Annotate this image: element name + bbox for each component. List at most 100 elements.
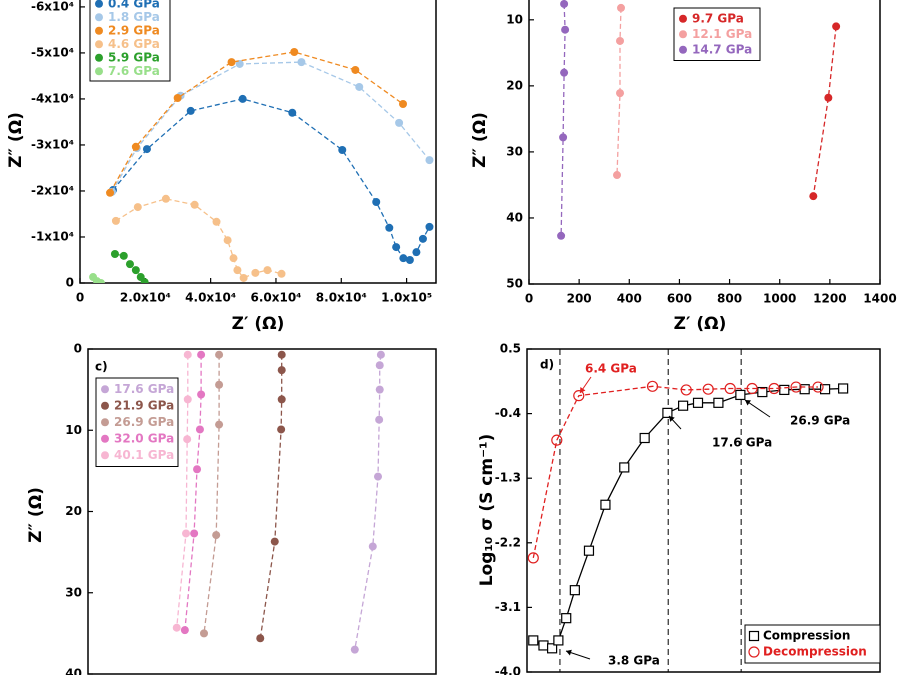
y-tick-label: -2x10⁴: [31, 183, 74, 197]
data-point: [735, 389, 746, 401]
data-point: [183, 395, 192, 404]
legend-marker: [95, 0, 103, 8]
data-point: [212, 531, 221, 540]
legend-marker: [101, 434, 109, 443]
data-point: [186, 106, 195, 115]
y-tick-label: 0: [74, 342, 82, 356]
legend-label: 5.9 GPa: [108, 50, 160, 64]
data-point: [238, 94, 247, 103]
series-line: [184, 354, 202, 631]
data-point: [662, 407, 673, 418]
legend-marker: [95, 40, 103, 49]
x-tick-label: 8.0x10⁴: [316, 291, 367, 305]
data-point: [790, 381, 802, 393]
data-point: [616, 89, 625, 98]
data-point: [227, 58, 236, 67]
series-line: [532, 385, 818, 559]
y-tick-label: -1x10⁴: [31, 229, 74, 243]
legend-marker: [101, 418, 109, 427]
legend-box: [95, 377, 179, 467]
data-point: [195, 425, 204, 434]
data-point: [215, 380, 224, 389]
data-point: [140, 278, 149, 283]
legend-marker: [679, 30, 687, 39]
data-point: [131, 142, 140, 151]
arrow-head: [745, 400, 751, 406]
x-tick-label: 200: [567, 292, 592, 306]
y-tick-label: 40: [506, 210, 523, 224]
panel-label: c): [95, 360, 108, 374]
annotation: 6.4 GPa: [585, 362, 637, 376]
data-point: [768, 382, 780, 395]
y-tick-label: -6x10⁴: [31, 0, 74, 13]
data-point: [692, 397, 704, 408]
y-tick-label: -5x10⁴: [31, 45, 74, 59]
data-point: [131, 266, 140, 275]
data-point: [375, 361, 384, 370]
data-point: [251, 268, 260, 277]
y-tick-label: -2.2: [495, 535, 521, 549]
data-point: [553, 635, 564, 646]
data-point: [215, 350, 224, 359]
data-point: [547, 643, 558, 654]
series-line: [203, 354, 220, 634]
data-point: [838, 383, 849, 394]
data-point: [538, 640, 549, 651]
y-axis-title: Log₁₀ σ (S cm⁻¹): [477, 434, 497, 587]
data-point: [233, 266, 242, 275]
legend-label: Decompression: [763, 645, 867, 659]
legend-label: 21.9 GPa: [114, 398, 174, 412]
x-tick-label: 2.0x10⁴: [120, 291, 171, 305]
data-point: [819, 384, 831, 395]
arrow-head: [580, 387, 586, 393]
legend-marker: [748, 630, 760, 642]
y-tick-label: 10: [506, 12, 523, 26]
plot-area: [557, 0, 841, 240]
data-point: [106, 188, 115, 197]
x-tick-label: 1400: [863, 292, 896, 306]
panel: 0.5 -0.4 -1.3 -2.2 -3.1 -4.0 Log₁₀ σ (S cm⁻¹) d…: [477, 342, 881, 675]
y-tick-label: -4.0: [495, 665, 521, 675]
legend-marker: [101, 451, 109, 460]
data-point: [702, 383, 714, 395]
data-point: [125, 260, 134, 269]
data-point: [559, 133, 568, 142]
data-point: [583, 545, 595, 556]
data-point: [350, 645, 359, 654]
legend-label: 32.0 GPa: [114, 431, 174, 445]
y-tick-label: 40: [65, 667, 82, 675]
y-tick-label: 20: [506, 78, 523, 92]
series-line: [812, 26, 837, 197]
data-point: [290, 47, 299, 56]
data-point: [560, 0, 569, 8]
data-point: [277, 395, 286, 404]
data-point: [173, 94, 182, 103]
x-tick-label: 1000: [763, 292, 796, 306]
legend-label: 2.9 GPa: [108, 23, 160, 37]
panel: 0 200 400 600 800 1000 1200 1400 10 20 30 40 50 Z′ (Ω…: [470, 0, 897, 334]
plot-frame: [528, 0, 881, 285]
data-point: [200, 629, 208, 638]
data-point: [277, 366, 286, 375]
data-point: [372, 198, 381, 207]
data-point: [190, 529, 199, 538]
data-point: [277, 269, 286, 278]
x-tick-label: 6.0x10⁴: [250, 291, 301, 305]
data-point: [277, 350, 286, 359]
data-point: [528, 635, 539, 646]
data-point: [746, 382, 758, 395]
data-point: [182, 529, 191, 538]
y-tick-label: -4x10⁴: [31, 91, 74, 105]
x-tick-label: 0: [525, 292, 533, 306]
data-point: [212, 217, 221, 226]
legend-label: 1.8 GPa: [108, 10, 160, 24]
data-point: [190, 200, 199, 209]
arrow-head: [566, 649, 572, 656]
panel: 0 10 20 30 40 Z″ (Ω) c) 17.6 GPa 21.9 GPa 26.9 GP…: [26, 342, 437, 675]
x-tick-label: 400: [617, 292, 642, 306]
y-axis-title: Z″ (Ω): [26, 487, 46, 543]
legend-label: 12.1 GPa: [692, 27, 752, 41]
